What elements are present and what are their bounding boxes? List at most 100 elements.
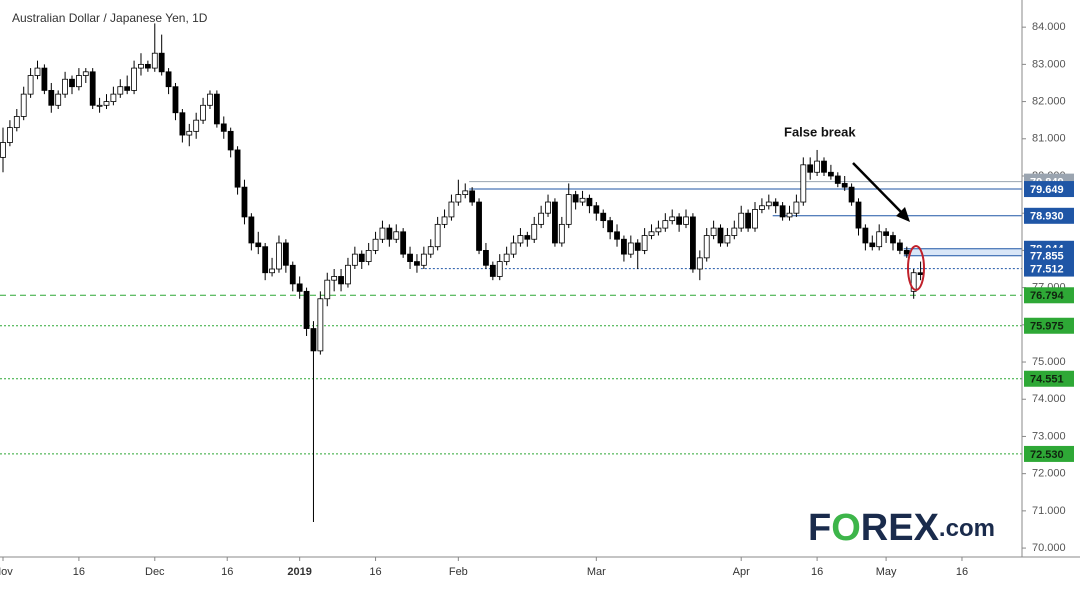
- candle-body: [103, 101, 110, 106]
- candle-body: [407, 253, 413, 262]
- y-tick-label: 82.000: [1032, 95, 1066, 107]
- candle-body: [165, 71, 172, 88]
- candle-body: [124, 86, 131, 91]
- candle-body: [414, 261, 420, 266]
- candle-body: [303, 290, 310, 329]
- candle-body: [345, 264, 351, 285]
- candle-body: [441, 216, 448, 225]
- candle-body: [331, 276, 338, 281]
- arrow-head: [896, 207, 910, 222]
- candle-body: [510, 242, 517, 255]
- candle-body: [696, 257, 703, 270]
- candle-body: [269, 268, 275, 274]
- candle-body: [821, 160, 827, 173]
- candle-body: [282, 242, 289, 266]
- candle-body: [593, 205, 600, 214]
- candle-body: [89, 71, 96, 106]
- level-tag: [1024, 207, 1074, 224]
- logo-part: F: [808, 507, 831, 549]
- candle-body: [655, 227, 662, 233]
- candle-body: [517, 235, 524, 244]
- x-tick-label: 16: [369, 566, 381, 578]
- logo-part: O: [831, 507, 861, 549]
- logo-part: REX: [861, 507, 940, 549]
- candle-body: [814, 160, 820, 173]
- annotation: False break: [784, 124, 856, 139]
- candle-body: [248, 216, 255, 244]
- y-tick-label: 71.000: [1032, 505, 1066, 517]
- chart-title: Australian Dollar / Japanese Yen, 1D: [12, 11, 208, 25]
- candle-body: [724, 235, 731, 244]
- candle-body: [772, 201, 779, 207]
- level-tag: [1024, 445, 1074, 462]
- candle-body: [172, 86, 179, 114]
- candle-body: [565, 194, 572, 225]
- y-tick-label: 72.000: [1032, 468, 1066, 480]
- candle-body: [476, 201, 482, 251]
- candle-body: [96, 104, 103, 107]
- y-tick-label: 70.000: [1032, 542, 1066, 554]
- logo-part: .com: [939, 515, 995, 542]
- candle-body: [48, 90, 55, 106]
- candle-body: [317, 298, 324, 352]
- candle-body: [538, 212, 545, 225]
- candle-body: [910, 272, 917, 292]
- candles: [0, 23, 924, 523]
- candle-body: [862, 227, 869, 244]
- candle-body: [883, 231, 889, 236]
- candle-body: [648, 231, 655, 236]
- level-label: 78.930: [1030, 211, 1064, 223]
- candle-body: [641, 235, 648, 251]
- x-tick-label: Nov: [0, 566, 13, 578]
- level-label: 72.530: [1030, 449, 1064, 461]
- x-tick-label: 16: [73, 566, 85, 578]
- candle-body: [310, 328, 317, 352]
- level-tag: [1024, 370, 1074, 387]
- candle-body: [434, 223, 441, 248]
- candle-body: [621, 238, 627, 255]
- candle-body: [731, 227, 738, 236]
- candle-body: [807, 164, 814, 173]
- candle-body: [400, 231, 407, 255]
- candle-body: [213, 93, 220, 125]
- candle-body: [786, 212, 793, 218]
- candle-body: [379, 227, 386, 240]
- candle-body: [255, 242, 262, 248]
- level-zone: [904, 248, 1022, 256]
- candle-body: [296, 283, 303, 292]
- candle-body: [489, 264, 496, 277]
- candle-body: [262, 246, 269, 274]
- y-tick-label: 75.000: [1032, 356, 1066, 368]
- candle-body: [793, 201, 800, 214]
- candle-body: [690, 216, 696, 270]
- candle-body: [338, 276, 344, 285]
- candle-body: [69, 78, 75, 88]
- candle-body: [503, 253, 510, 262]
- x-tick-label: Dec: [145, 566, 165, 578]
- candle-body: [759, 205, 765, 210]
- level-label: 79.649: [1030, 184, 1064, 196]
- candle-body: [324, 279, 331, 300]
- candle-body: [848, 186, 855, 203]
- candle-body: [903, 250, 910, 255]
- candle-body: [186, 130, 193, 136]
- x-tick-label: Feb: [449, 566, 468, 578]
- candle-body: [579, 197, 586, 203]
- candle-body: [703, 235, 710, 259]
- candle-body: [607, 220, 614, 233]
- annotation-arrow: [852, 162, 904, 215]
- candle-body: [779, 205, 786, 218]
- candle-body: [827, 171, 834, 177]
- highlight-ellipse: [907, 245, 925, 291]
- x-tick-label: Apr: [733, 566, 750, 578]
- candle-body: [358, 253, 365, 262]
- candle-body: [917, 272, 924, 275]
- candle-body: [669, 216, 676, 222]
- x-tick-label: 16: [956, 566, 968, 578]
- candle-body: [0, 142, 6, 158]
- candle-body: [483, 250, 489, 266]
- candle-body: [834, 175, 841, 184]
- y-tick-label: 81.000: [1032, 133, 1066, 145]
- candle-body: [200, 104, 206, 121]
